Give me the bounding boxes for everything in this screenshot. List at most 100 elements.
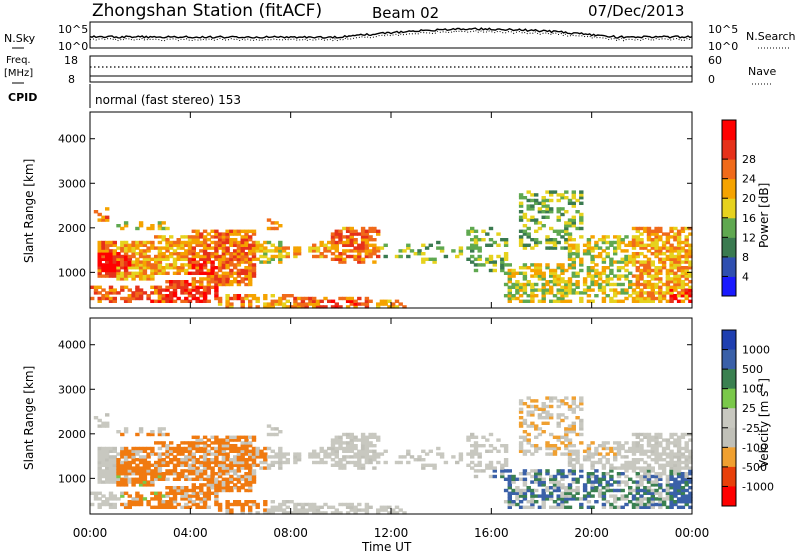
range-cell	[206, 238, 211, 242]
range-cell	[507, 280, 512, 284]
range-cell	[556, 488, 561, 493]
range-cell	[646, 243, 652, 247]
range-cell	[364, 458, 370, 462]
range-cell	[639, 268, 644, 273]
range-cell	[590, 441, 595, 445]
range-cell	[108, 502, 114, 507]
range-cell	[631, 502, 637, 507]
range-cell	[673, 226, 678, 231]
range-cell	[138, 274, 144, 278]
velocity-colorbar-label-main: Velocity [m s	[757, 391, 771, 468]
range-cell	[579, 474, 584, 479]
range-cell	[221, 277, 227, 281]
range-cell	[123, 268, 129, 273]
range-cell	[556, 198, 561, 203]
range-cell	[571, 430, 576, 434]
range-cell	[571, 266, 576, 270]
range-cell	[319, 511, 324, 515]
range-cell	[202, 243, 208, 247]
range-cell	[263, 302, 268, 306]
range-cell	[116, 277, 121, 281]
range-cell	[157, 226, 163, 231]
range-cell	[530, 207, 535, 211]
range-cell	[549, 444, 554, 448]
range-cell	[338, 435, 343, 439]
range-cell	[518, 399, 524, 403]
range-cell	[665, 232, 671, 236]
range-cell	[639, 288, 644, 292]
range-cell	[428, 463, 433, 467]
range-cell	[199, 472, 204, 476]
range-cell	[673, 288, 678, 292]
range-cell	[101, 246, 106, 250]
range-cell	[244, 458, 249, 462]
range-cell	[210, 263, 215, 267]
range-cell	[206, 285, 211, 289]
range-cell	[157, 252, 163, 256]
range-cell	[233, 277, 238, 281]
range-cell	[274, 302, 279, 306]
range-cell	[146, 480, 151, 484]
range-cell	[278, 463, 283, 467]
range-cell	[500, 472, 505, 476]
range-cell	[684, 472, 689, 476]
range-cell	[556, 438, 561, 442]
range-cell	[112, 263, 117, 267]
range-cell	[552, 240, 558, 245]
range-cell	[631, 260, 637, 264]
range-cell	[225, 452, 230, 456]
range-cell	[97, 502, 102, 507]
range-cell	[680, 480, 686, 484]
range-cell	[127, 449, 132, 453]
range-cell	[240, 466, 245, 470]
range-cell	[518, 238, 524, 242]
range-cell	[545, 486, 550, 490]
range-cell	[590, 288, 595, 292]
range-cell	[157, 235, 163, 239]
range-cell	[270, 449, 275, 453]
range-cell	[199, 500, 204, 504]
range-cell	[169, 291, 174, 295]
range-cell	[673, 488, 678, 493]
range-cell	[304, 511, 309, 515]
range-cell	[142, 252, 148, 256]
range-cell	[101, 494, 106, 498]
range-cell	[214, 483, 219, 487]
range-cell	[191, 282, 196, 287]
range-cell	[210, 240, 215, 245]
range-cell	[530, 413, 535, 417]
range-cell	[590, 282, 595, 287]
range-cell	[142, 474, 148, 479]
range-cell	[101, 296, 106, 301]
range-cell	[680, 472, 686, 476]
range-cell	[364, 305, 370, 309]
range-cell	[650, 240, 655, 245]
range-cell	[97, 466, 102, 470]
range-cell	[266, 432, 272, 437]
range-cell	[135, 463, 140, 467]
range-cell	[123, 466, 129, 470]
range-cell	[526, 396, 531, 400]
range-cell	[184, 254, 189, 259]
range-cell	[688, 280, 693, 284]
range-cell	[590, 505, 595, 509]
range-cell	[97, 291, 102, 295]
range-cell	[330, 232, 336, 236]
range-cell	[597, 252, 603, 256]
range-cell	[263, 252, 268, 256]
range-cell	[601, 474, 607, 479]
range-cell	[176, 257, 181, 261]
range-cell	[545, 280, 550, 284]
range-cell	[575, 282, 580, 287]
freq-unit-label: [MHz]	[4, 68, 33, 79]
range-cell	[180, 463, 185, 467]
range-cell	[620, 488, 625, 493]
range-cell	[360, 302, 366, 306]
range-cell	[266, 240, 272, 245]
range-cell	[210, 280, 215, 284]
range-cell	[391, 305, 396, 309]
range-cell	[150, 299, 155, 303]
range-cell	[541, 488, 546, 493]
range-cell	[138, 483, 144, 487]
range-cell	[221, 463, 227, 467]
